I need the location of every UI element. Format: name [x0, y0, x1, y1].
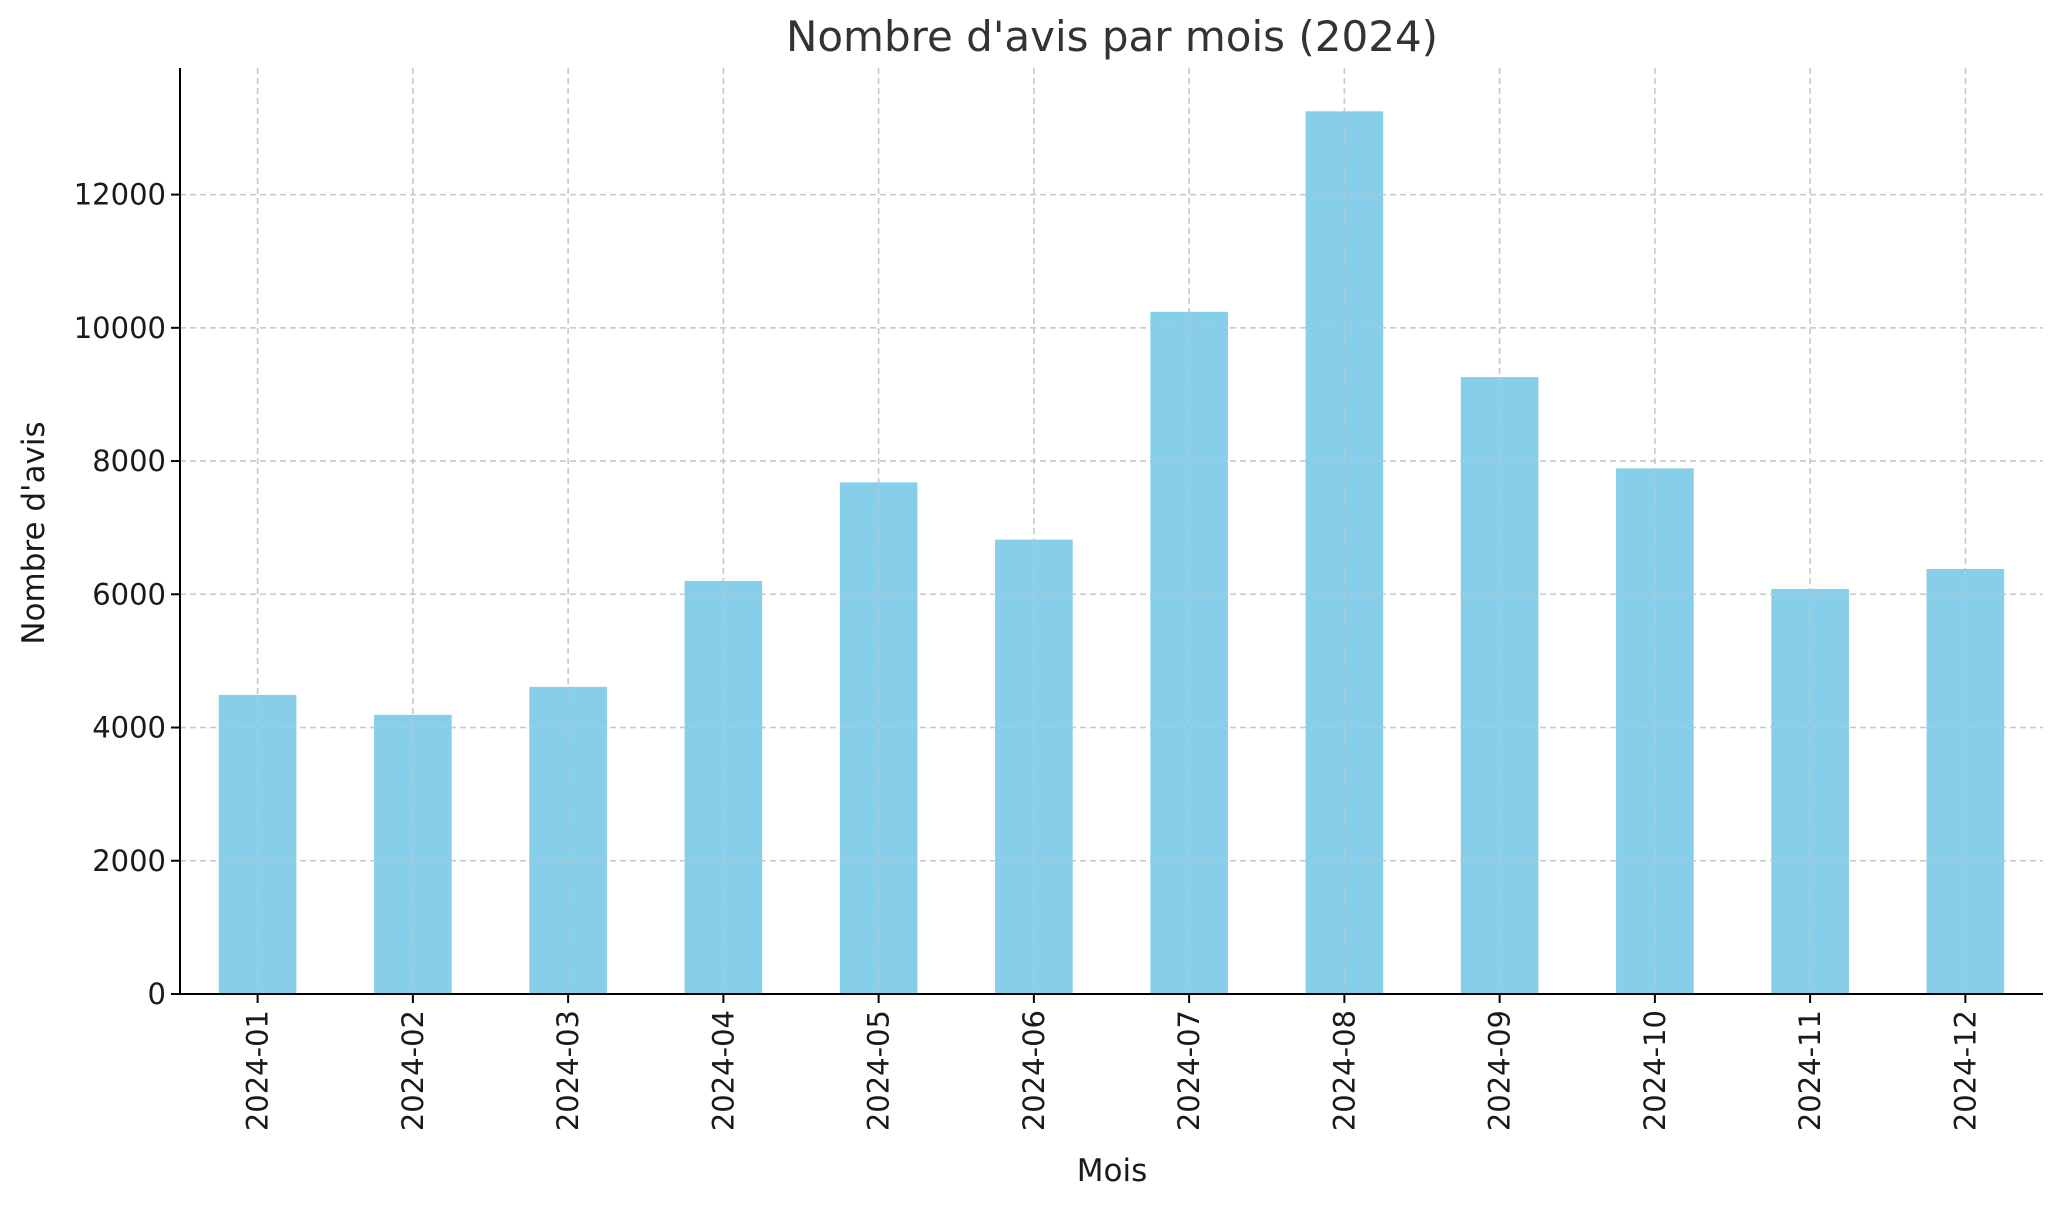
x-tick-label: 2024-01	[241, 1010, 275, 1131]
bars	[218, 111, 2005, 995]
bar-2024-01	[218, 694, 297, 994]
y-tick-label: 10000	[74, 311, 166, 345]
x-tick-label: 2024-03	[551, 1010, 585, 1131]
x-tick-label: 2024-07	[1172, 1010, 1206, 1131]
x-tick-label: 2024-12	[1948, 1010, 1982, 1131]
x-tick-label: 2024-10	[1638, 1010, 1672, 1131]
y-tick-label: 12000	[74, 178, 166, 212]
y-tick-label: 8000	[92, 444, 166, 478]
y-tick-label: 0	[148, 977, 166, 1011]
chart-title: Nombre d'avis par mois (2024)	[786, 12, 1438, 61]
x-tick-label: 2024-09	[1483, 1010, 1517, 1131]
x-tick-label: 2024-04	[706, 1010, 740, 1131]
y-tick-label: 4000	[92, 711, 166, 745]
x-tick-label: 2024-02	[396, 1010, 430, 1131]
x-axis-ticks: 2024-01 2024-02 2024-03 2024-04 2024-05 2024-…	[241, 994, 1982, 1131]
gridlines-overlay	[180, 68, 2043, 994]
x-axis-title: Mois	[1077, 1153, 1147, 1189]
y-tick-label: 6000	[92, 577, 166, 611]
x-tick-label: 2024-06	[1017, 1010, 1051, 1131]
y-axis-title: Nombre d'avis	[16, 421, 52, 644]
x-tick-label: 2024-08	[1327, 1010, 1361, 1131]
bar-2024-06	[995, 539, 1073, 994]
x-tick-label: 2024-05	[862, 1010, 896, 1131]
x-tick-label: 2024-11	[1793, 1010, 1827, 1131]
y-axis-ticks: 0 2000 4000 6000 8000 10000 12000	[74, 178, 180, 1011]
y-tick-label: 2000	[92, 844, 166, 878]
gridlines	[180, 68, 2043, 994]
axes	[179, 68, 2043, 995]
